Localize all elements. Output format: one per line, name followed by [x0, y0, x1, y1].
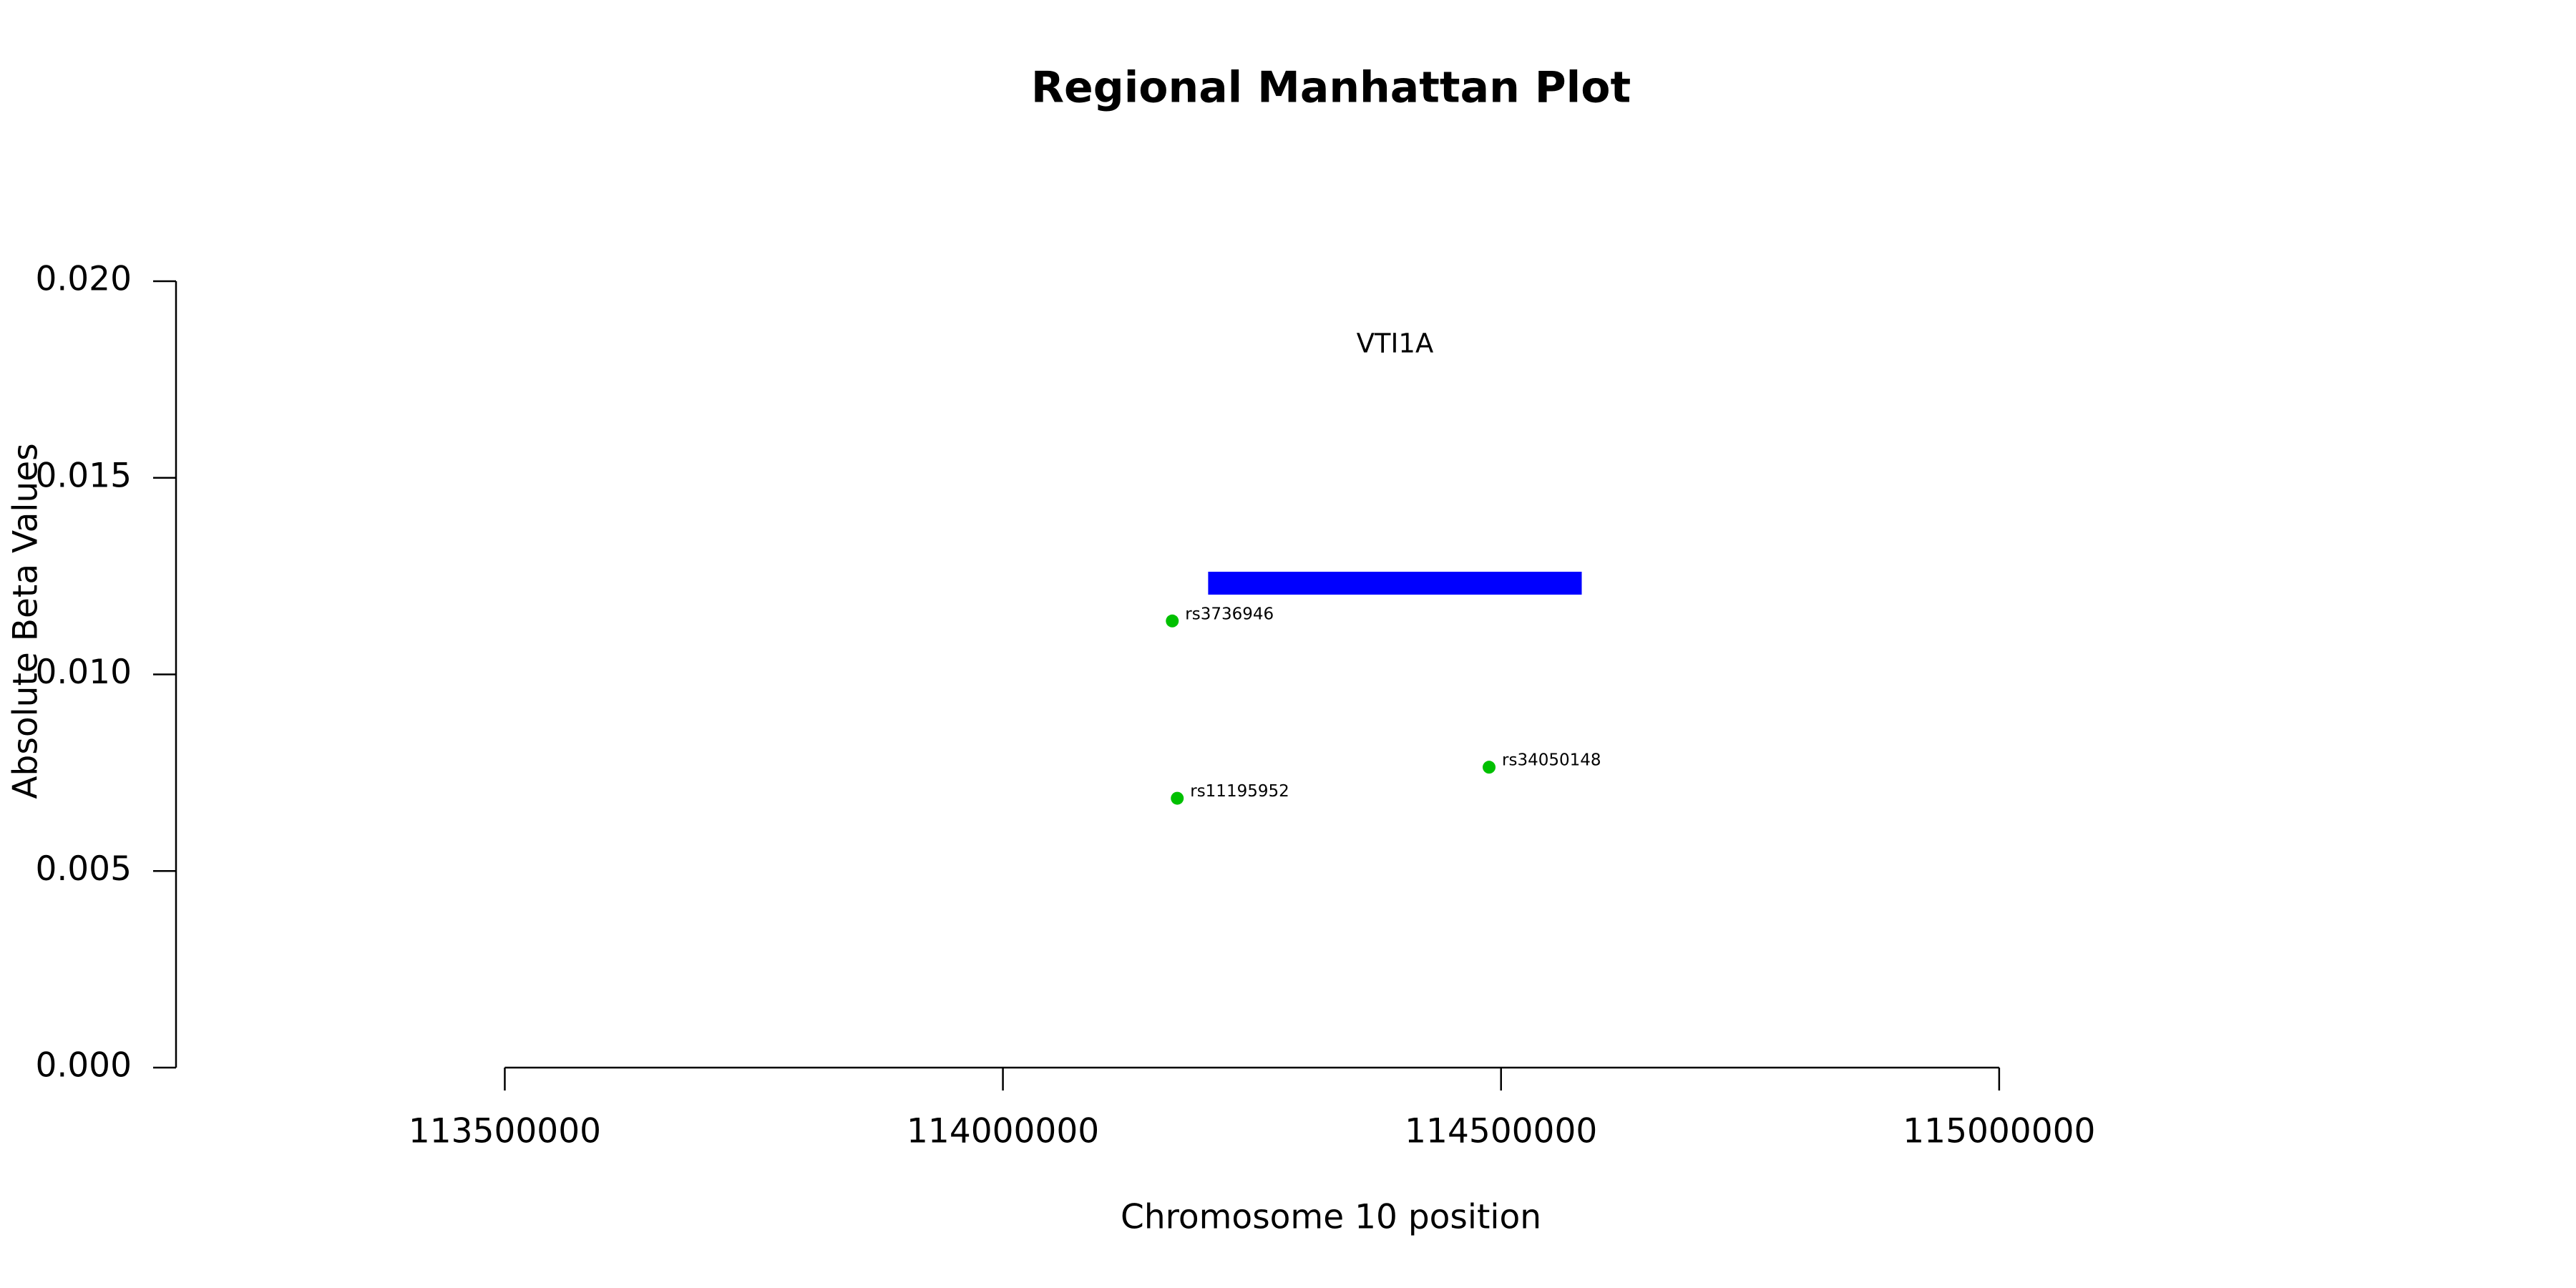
- point-label: rs3736946: [1185, 605, 1274, 623]
- x-tick-label: 114500000: [1405, 1112, 1597, 1151]
- x-axis-label: Chromosome 10 position: [1121, 1198, 1541, 1237]
- y-tick-label: 0.015: [35, 456, 132, 495]
- gene-label: VTI1A: [1357, 328, 1434, 359]
- y-tick-label: 0.010: [35, 653, 132, 692]
- gene-bar: [1208, 572, 1582, 595]
- point: [1171, 791, 1184, 805]
- point-label: rs34050148: [1502, 751, 1601, 770]
- x-tick-label: 113500000: [409, 1112, 601, 1151]
- x-tick-label: 114000000: [907, 1112, 1099, 1151]
- point-label: rs11195952: [1190, 782, 1289, 801]
- point: [1483, 761, 1496, 774]
- y-axis-label: Absolute Beta Values: [6, 443, 46, 799]
- chart-title: Regional Manhattan Plot: [1031, 63, 1631, 113]
- point: [1166, 614, 1179, 628]
- x-tick-label: 115000000: [1903, 1112, 2095, 1151]
- y-tick-label: 0.005: [35, 849, 132, 889]
- y-tick-label: 0.000: [35, 1046, 132, 1085]
- y-tick-label: 0.020: [35, 260, 132, 299]
